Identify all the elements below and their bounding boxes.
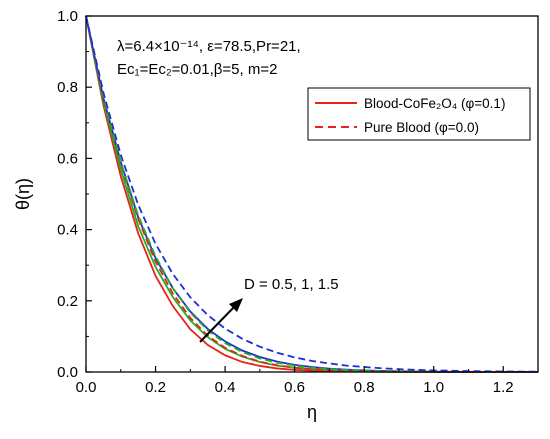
x-tick-label: 0.2: [145, 379, 166, 396]
x-tick-label: 0.4: [215, 379, 236, 396]
trend-annotation: D = 0.5, 1, 1.5: [199, 276, 339, 343]
legend-box: [307, 87, 531, 141]
trend-arrow: [199, 304, 237, 343]
axis-ticks: 0.0 0.2 0.4 0.6 0.8 1.0 1.2 0.0 0.2 0.4 0.6 0.8 1.0: [57, 8, 514, 396]
x-tick-label: 0.0: [76, 379, 97, 396]
legend-label-dashed: Pure Blood (φ=0.0): [364, 120, 479, 135]
x-tick-label: 0.8: [354, 379, 375, 396]
trend-label: D = 0.5, 1, 1.5: [244, 276, 339, 293]
y-axis-title: θ(η): [13, 178, 33, 210]
legend: Blood-CoFe₂O₄ (φ=0.1) Pure Blood (φ=0.0): [307, 87, 531, 141]
trend-arrow-head: [229, 298, 243, 312]
y-tick-label: 0.0: [57, 364, 78, 381]
y-tick-label: 0.4: [57, 222, 78, 239]
x-tick-label: 1.0: [423, 379, 444, 396]
y-tick-label: 1.0: [57, 8, 78, 25]
series-line-pure-blood-d1_5: [85, 15, 539, 373]
x-axis-title: η: [307, 402, 317, 422]
y-tick-label: 0.8: [57, 79, 78, 96]
legend-label-solid: Blood-CoFe₂O₄ (φ=0.1): [364, 96, 505, 111]
x-tick-label: 1.2: [493, 379, 514, 396]
parameter-text-line1: λ=6.4×10⁻¹⁴, ε=78.5,Pr=21,: [117, 38, 301, 55]
parameter-text-line2: Ec₁=Ec₂=0.01,β=5, m=2: [117, 61, 277, 78]
y-tick-label: 0.6: [57, 150, 78, 167]
x-tick-label: 0.6: [284, 379, 305, 396]
y-tick-label: 0.2: [57, 293, 78, 310]
